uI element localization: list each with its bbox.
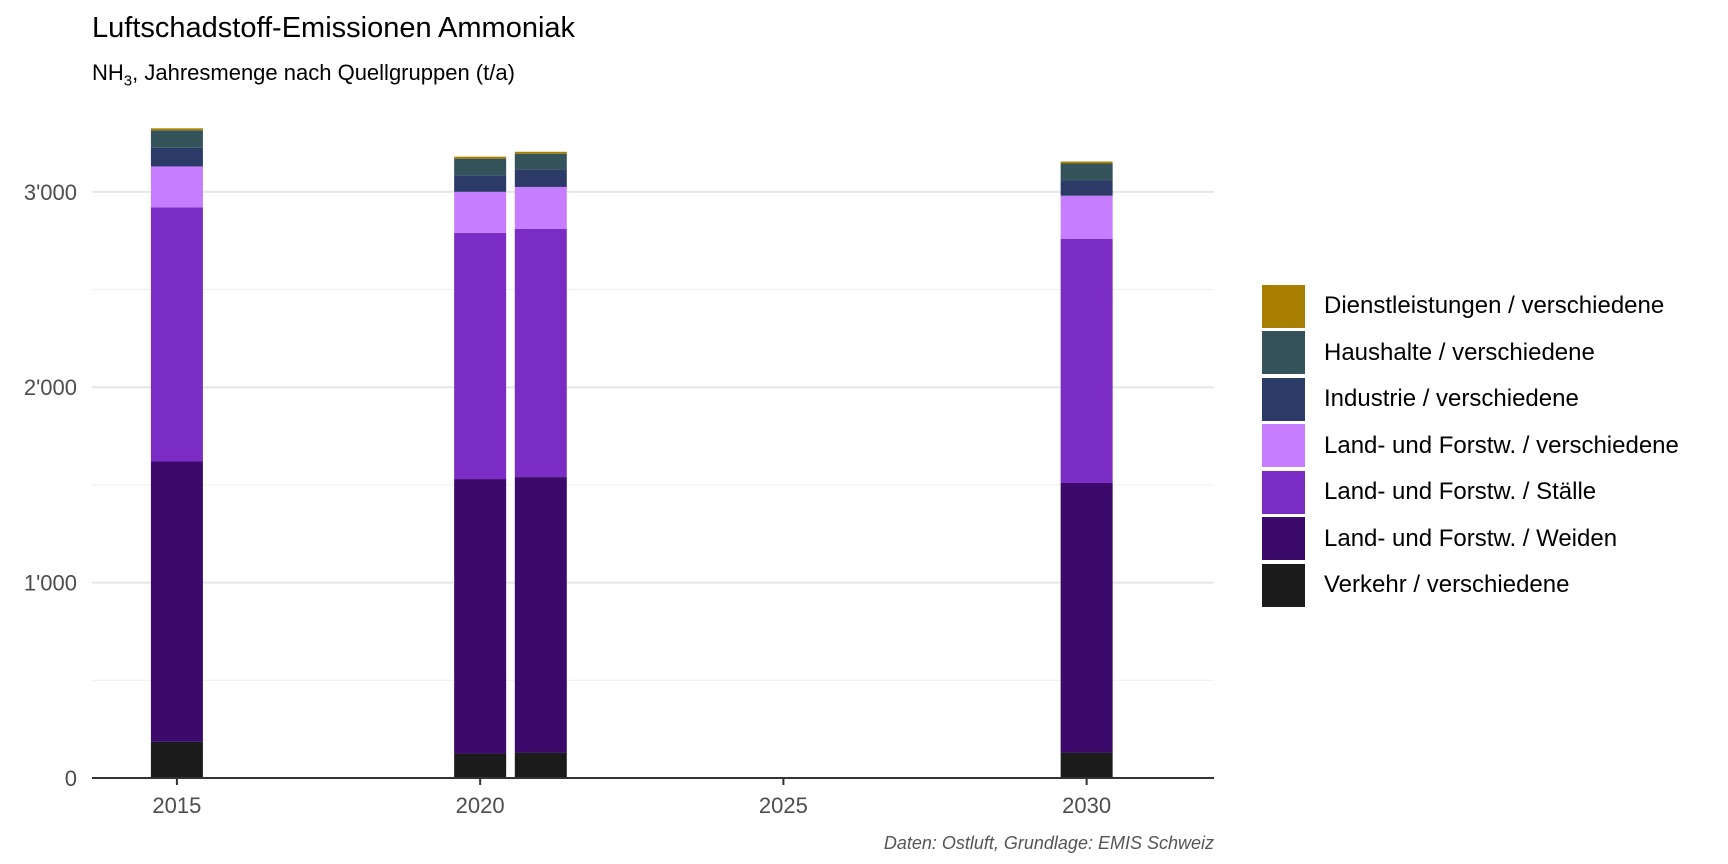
bar-segment: [454, 156, 507, 159]
legend-item: Dienstleistungen / verschiedene: [1262, 283, 1679, 330]
legend-label: Industrie / verschiedene: [1324, 385, 1579, 413]
x-tick-label: 2030: [1062, 793, 1111, 818]
bar-segment: [1060, 163, 1113, 181]
subtitle-subscript: 3: [123, 72, 133, 90]
legend-label: Haushalte / verschiedene: [1324, 338, 1595, 366]
legend-label: Dienstleistungen / verschiedene: [1324, 292, 1665, 320]
legend-label: Land- und Forstw. / verschiedene: [1324, 431, 1679, 459]
legend-item: Land- und Forstw. / verschiedene: [1262, 423, 1679, 470]
bar-segment: [514, 153, 567, 170]
y-tick-label: 2'000: [24, 375, 77, 400]
bar-segment: [514, 228, 567, 478]
legend-swatch: [1262, 331, 1305, 375]
y-tick-label: 1'000: [24, 571, 77, 596]
grid-lines: [92, 190, 1214, 681]
bar-segment: [1060, 161, 1113, 164]
bar-segment: [150, 166, 203, 208]
legend-label: Land- und Forstw. / Ställe: [1324, 478, 1597, 506]
legend-swatch: [1262, 470, 1305, 514]
legend-item: Industrie / verschiedene: [1262, 376, 1679, 423]
bar-segment: [150, 130, 203, 148]
legend-item: Haushalte / verschiedene: [1262, 330, 1679, 377]
bar-segment: [454, 753, 507, 778]
legend-label: Verkehr / verschiedene: [1324, 571, 1570, 599]
legend-item: Land- und Forstw. / Ställe: [1262, 469, 1679, 516]
bar-segment: [454, 175, 507, 192]
chart-subtitle: NH3, Jahresmenge nach Quellgruppen (t/a): [92, 60, 515, 89]
y-tick-label: 0: [65, 766, 77, 791]
x-tick-label: 2015: [152, 793, 201, 818]
x-tick-label: 2025: [759, 793, 808, 818]
bar-segment: [150, 741, 203, 778]
legend-swatch: [1262, 284, 1305, 328]
legend-swatch: [1262, 517, 1305, 561]
bar-segment: [514, 151, 567, 154]
bar-segment: [150, 207, 203, 462]
legend-item: Verkehr / verschiedene: [1262, 562, 1679, 609]
legend-swatch: [1262, 377, 1305, 421]
bar-segment: [1060, 482, 1113, 753]
chart-title: Luftschadstoff-Emissionen Ammoniak: [92, 12, 576, 44]
data-source-caption: Daten: Ostluft, Grundlage: EMIS Schweiz: [883, 833, 1214, 853]
bar-segment: [514, 752, 567, 778]
bar-segment: [454, 191, 507, 233]
bar-segment: [150, 128, 203, 131]
bar-segment: [1060, 238, 1113, 483]
bar-segment: [454, 158, 507, 176]
bar-segment: [514, 477, 567, 753]
legend: Dienstleistungen / verschiedene Haushalte…: [1262, 283, 1679, 609]
legend-item: Land- und Forstw. / Weiden: [1262, 516, 1679, 563]
bar-segment: [150, 461, 203, 742]
bar-segment: [514, 169, 567, 187]
x-tick-label: 2020: [456, 793, 505, 818]
legend-label: Land- und Forstw. / Weiden: [1324, 524, 1618, 552]
bar-segment: [514, 186, 567, 229]
legend-swatch: [1262, 424, 1305, 468]
y-tick-label: 3'000: [24, 180, 77, 205]
bar-segment: [454, 479, 507, 754]
axes: 0 1'000 2'000 3'000 2015 2020 2025 2030: [24, 180, 1214, 818]
bar-segment: [1060, 180, 1113, 196]
bars: [150, 128, 1113, 778]
bar-segment: [150, 147, 203, 167]
bar-segment: [1060, 195, 1113, 239]
subtitle-prefix: NH: [92, 60, 124, 85]
bar-segment: [1060, 752, 1113, 778]
legend-swatch: [1262, 563, 1305, 607]
subtitle-suffix: , Jahresmenge nach Quellgruppen (t/a): [132, 60, 515, 85]
bar-segment: [454, 232, 507, 480]
